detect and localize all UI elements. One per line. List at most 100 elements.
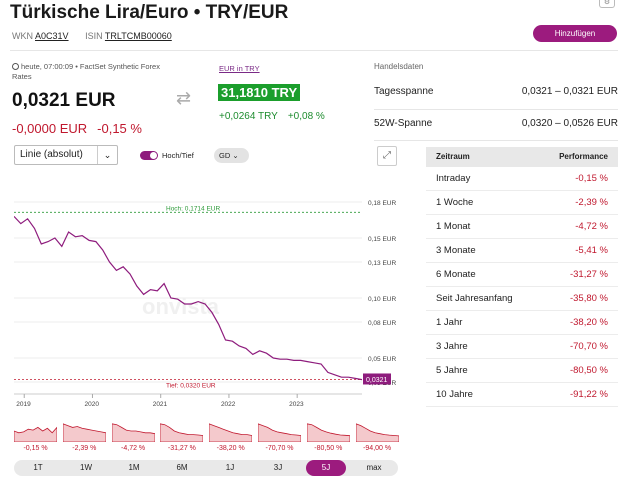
- mini-chart-graphic: [306, 423, 351, 443]
- performance-header-performance: Performance: [559, 152, 608, 161]
- performance-value: -80,50 %: [569, 365, 608, 376]
- mini-chart-area: [111, 423, 155, 443]
- inverse-change-abs: +0,0264 TRY: [219, 111, 278, 122]
- performance-table-header: Zeitraum Performance: [426, 147, 618, 167]
- performance-row: 1 Woche -2,39 %: [426, 191, 618, 215]
- handelsdaten-divider: [374, 109, 618, 110]
- gd-label: GD: [219, 151, 231, 160]
- mini-chart-label: -2,39 %: [72, 445, 97, 452]
- mini-chart-area: [306, 423, 351, 443]
- performance-period: 5 Jahre: [436, 365, 468, 376]
- performance-period: Intraday: [436, 173, 471, 184]
- x-tick-label: 2020: [84, 401, 99, 408]
- performance-period: Seit Jahresanfang: [436, 293, 513, 304]
- performance-row: 3 Jahre -70,70 %: [426, 335, 618, 359]
- range-button-5j[interactable]: 5J: [306, 460, 346, 476]
- mini-chart[interactable]: -38,20 %: [208, 420, 253, 454]
- performance-table: Zeitraum Performance Intraday -0,15 % 1 Wo…: [426, 147, 618, 407]
- quote-change: -0,0000 EUR -0,15 %: [12, 121, 142, 136]
- performance-period: 1 Jahr: [436, 317, 463, 328]
- performance-period: 6 Monate: [436, 269, 476, 280]
- mini-chart-label: -4,72 %: [121, 445, 146, 452]
- performance-row: 10 Jahre -91,22 %: [426, 383, 618, 407]
- quote-change-pct: -0,15 %: [97, 121, 142, 136]
- performance-row: Seit Jahresanfang -35,80 %: [426, 287, 618, 311]
- mini-chart-label: -80,50 %: [314, 445, 343, 452]
- performance-row: 1 Jahr -38,20 %: [426, 311, 618, 335]
- chevron-down-icon: ⌄: [232, 151, 239, 160]
- tagesspanne-label: Tagesspanne: [374, 86, 434, 97]
- y-tick-label: 0,10 EUR: [368, 296, 396, 303]
- performance-value: -38,20 %: [569, 317, 608, 328]
- range-button-1t[interactable]: 1T: [18, 460, 58, 476]
- performance-value: -0,15 %: [575, 173, 608, 184]
- y-tick-label: 0,05 EUR: [368, 356, 396, 363]
- mini-chart[interactable]: -80,50 %: [306, 420, 351, 454]
- quote-change-abs: -0,0000 EUR: [12, 121, 88, 136]
- chart-type-value: Linie (absolut): [20, 149, 83, 160]
- mini-chart[interactable]: -4,72 %: [111, 420, 155, 454]
- add-to-watchlist-button[interactable]: Hinzufügen: [533, 25, 617, 42]
- isin-value[interactable]: TRLTCMB00060: [104, 31, 172, 41]
- performance-period: 3 Monate: [436, 245, 476, 256]
- quote-source: heute, 07:00:09 • FactSet Synthetic Fore…: [12, 62, 167, 82]
- chart-type-select[interactable]: Linie (absolut) ⌄: [14, 145, 118, 165]
- page-title: Türkische Lira/Euro • TRY/EUR: [10, 2, 289, 23]
- quote-source-text: heute, 07:00:09 • FactSet Synthetic Fore…: [12, 62, 160, 81]
- mini-chart-graphic: [208, 423, 253, 443]
- mini-chart[interactable]: -94,00 %: [355, 420, 399, 454]
- 52w-spanne-label: 52W-Spanne: [374, 118, 433, 129]
- performance-value: -31,27 %: [569, 269, 608, 280]
- current-value-badge: [363, 373, 391, 385]
- settings-icon[interactable]: ⚙: [599, 0, 615, 8]
- high-low-toggle-label: Hoch/Tief: [162, 151, 194, 160]
- performance-row: Intraday -0,15 %: [426, 167, 618, 191]
- quote-price: 0,0321 EUR: [12, 90, 116, 111]
- range-button-1w[interactable]: 1W: [66, 460, 106, 476]
- swap-arrows-icon: ⇄: [176, 88, 192, 108]
- performance-period: 1 Monat: [436, 221, 471, 232]
- y-tick-label: 0,15 EUR: [368, 236, 396, 243]
- high-label: Hoch: 0,1714 EUR: [166, 205, 221, 212]
- mini-chart-graphic: [355, 423, 399, 443]
- range-button-max[interactable]: max: [354, 460, 394, 476]
- x-tick-label: 2019: [16, 401, 31, 408]
- performance-value: -35,80 %: [569, 293, 608, 304]
- identifier-line: WKN A0C31V ISIN TRLTCMB00060: [12, 31, 186, 41]
- mini-chart-label: -31,27 %: [167, 445, 196, 452]
- range-button-6m[interactable]: 6M: [162, 460, 202, 476]
- mini-chart[interactable]: -0,15 %: [13, 420, 58, 454]
- mini-chart-graphic: [62, 423, 107, 443]
- mini-chart-area: [62, 423, 107, 443]
- range-button-3j[interactable]: 3J: [258, 460, 298, 476]
- header-divider: [10, 50, 618, 51]
- mini-chart-label: -94,00 %: [363, 445, 392, 452]
- 52w-spanne-row: 52W-Spanne 0,0320 – 0,0526 EUR: [374, 118, 618, 142]
- performance-row: 3 Monate -5,41 %: [426, 239, 618, 263]
- performance-row: 6 Monate -31,27 %: [426, 263, 618, 287]
- mini-chart[interactable]: -31,27 %: [159, 420, 204, 454]
- performance-row: 1 Monat -4,72 %: [426, 215, 618, 239]
- mini-chart-graphic: [13, 426, 58, 443]
- inverse-quote-link[interactable]: EUR in TRY: [219, 64, 260, 73]
- performance-value: -2,39 %: [575, 197, 608, 208]
- tagesspanne-row: Tagesspanne 0,0321 – 0,0321 EUR: [374, 86, 618, 110]
- gd-dropdown[interactable]: GD ⌄: [214, 148, 249, 163]
- mini-chart[interactable]: -70,70 %: [257, 420, 302, 454]
- range-button-1m[interactable]: 1M: [114, 460, 154, 476]
- high-low-toggle[interactable]: [140, 151, 158, 160]
- clock-icon: [12, 63, 19, 70]
- price-chart[interactable]: 0,18 EUR 0,15 EUR 0,13 EUR 0,10 EUR 0,08 EUR…: [14, 196, 400, 418]
- performance-period: 10 Jahre: [436, 389, 473, 400]
- range-button-1j[interactable]: 1J: [210, 460, 250, 476]
- wkn-value[interactable]: A0C31V: [35, 31, 69, 41]
- range-selector: 1T 1W 1M 6M 1J 3J 5J max: [14, 460, 398, 476]
- 52w-spanne-value: 0,0320 – 0,0526 EUR: [521, 118, 618, 129]
- mini-chart[interactable]: -2,39 %: [62, 420, 107, 454]
- x-tick-label: 2021: [153, 401, 168, 408]
- performance-value: -4,72 %: [575, 221, 608, 232]
- mini-chart-graphic: [159, 423, 204, 443]
- expand-icon[interactable]: ⤢: [377, 146, 397, 166]
- performance-period: 1 Woche: [436, 197, 474, 208]
- performance-value: -70,70 %: [569, 341, 608, 352]
